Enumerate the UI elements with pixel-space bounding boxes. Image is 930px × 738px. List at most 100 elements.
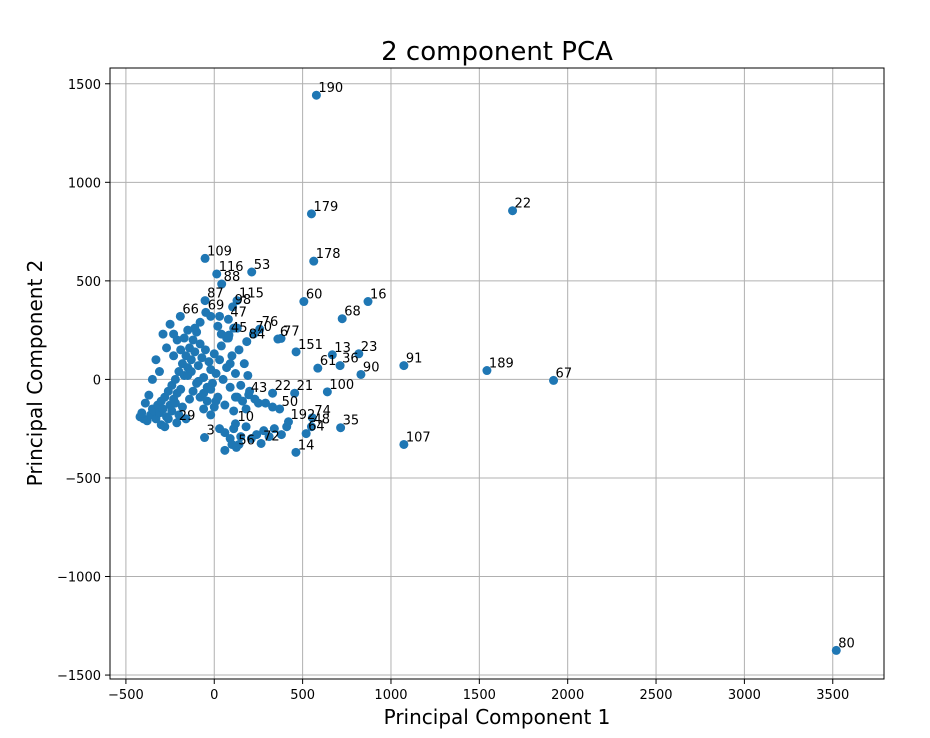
scatter-point — [242, 337, 252, 347]
point-label: 70 — [255, 320, 272, 335]
point-label: 68 — [344, 305, 361, 320]
x-tick-label: 500 — [290, 688, 315, 703]
scatter-point — [177, 402, 187, 412]
scatter-point — [276, 333, 286, 343]
x-tick-label: 0 — [210, 688, 218, 703]
x-tick-label: 3000 — [728, 688, 761, 703]
scatter-point — [299, 297, 309, 307]
scatter-point — [322, 387, 332, 397]
scatter-point — [291, 447, 301, 457]
scatter-point — [549, 375, 559, 385]
scatter-point — [212, 269, 222, 279]
scatter-point — [264, 432, 274, 442]
point-label: 14 — [298, 438, 315, 453]
scatter-point — [238, 396, 248, 406]
scatter-point — [174, 410, 184, 420]
point-label: 190 — [318, 81, 343, 96]
point-label: 67 — [556, 366, 573, 381]
x-axis-label: Principal Component 1 — [384, 705, 611, 729]
point-label: 151 — [298, 338, 323, 353]
point-label: 36 — [342, 352, 359, 367]
point-label: 6 — [280, 325, 288, 340]
data-points — [135, 90, 841, 655]
x-tick-label: −500 — [108, 688, 144, 703]
point-label: 116 — [219, 260, 244, 275]
scatter-point — [215, 311, 225, 321]
scatter-point — [227, 351, 237, 361]
scatter-point — [335, 361, 345, 371]
point-label: 21 — [297, 379, 314, 394]
scatter-point — [202, 396, 212, 406]
y-tick-label: 500 — [76, 275, 101, 290]
point-label: 56 — [238, 433, 255, 448]
point-label: 43 — [251, 381, 268, 396]
point-label: 98 — [235, 293, 252, 308]
scatter-point — [206, 384, 216, 394]
scatter-point — [193, 376, 203, 386]
scatter-point — [163, 414, 173, 424]
point-label: 192 — [290, 408, 315, 423]
scatter-point — [186, 367, 196, 377]
scatter-point — [144, 390, 154, 400]
point-label: 69 — [208, 298, 225, 313]
scatter-point — [248, 329, 258, 339]
x-tick-label: 2000 — [551, 688, 584, 703]
scatter-point — [327, 350, 337, 360]
scatter-point — [151, 355, 161, 365]
point-label: 13 — [334, 341, 351, 356]
scatter-point — [244, 390, 254, 400]
scatter-point — [337, 314, 347, 324]
scatter-point — [236, 432, 246, 442]
x-tick-label: 2500 — [639, 688, 672, 703]
scatter-point — [229, 406, 239, 416]
scatter-point — [199, 388, 209, 398]
scatter-point — [336, 423, 346, 433]
y-tick-label: 0 — [93, 373, 101, 388]
point-label: 189 — [489, 357, 514, 372]
scatter-point — [154, 367, 164, 377]
scatter-point — [160, 422, 170, 432]
y-tick-label: 1500 — [68, 78, 101, 93]
scatter-point — [234, 345, 244, 355]
scatter-point — [181, 414, 191, 424]
scatter-point — [209, 349, 219, 359]
scatter-point — [200, 253, 210, 263]
y-tick-label: 1000 — [68, 176, 101, 191]
scatter-point — [197, 353, 207, 363]
scatter-point — [256, 438, 266, 448]
scatter-point — [241, 404, 251, 414]
point-label: 179 — [313, 200, 338, 215]
scatter-point — [225, 382, 235, 392]
axis-ticks: −500 0 500 1000 1500 2000 2500 3000 3500−1500−10… — [57, 78, 849, 703]
scatter-point — [241, 422, 251, 432]
scatter-point — [206, 410, 216, 420]
x-tick-label: 3500 — [816, 688, 849, 703]
point-label: 45 — [231, 321, 248, 336]
point-label: 87 — [207, 287, 224, 302]
scatter-point — [179, 333, 189, 343]
scatter-point — [165, 319, 175, 329]
scatter-point — [399, 361, 409, 371]
grid-lines — [110, 68, 884, 679]
point-label: 74 — [314, 404, 331, 419]
scatter-point — [220, 428, 230, 438]
point-label: 64 — [308, 420, 325, 435]
point-label: 91 — [406, 352, 423, 367]
scatter-point — [158, 404, 168, 414]
scatter-point — [158, 329, 168, 339]
scatter-point — [268, 402, 278, 412]
scatter-point — [363, 297, 373, 307]
scatter-point — [306, 209, 316, 219]
point-label: 22 — [275, 379, 292, 394]
point-label: 66 — [182, 302, 199, 317]
point-label: 53 — [254, 258, 271, 273]
point-label: 100 — [329, 378, 354, 393]
chart-title: 2 component PCA — [381, 37, 613, 67]
scatter-point — [183, 325, 193, 335]
scatter-point — [356, 369, 366, 379]
scatter-point — [228, 302, 238, 312]
scatter-point — [239, 359, 249, 369]
point-label: 16 — [370, 288, 387, 303]
scatter-point — [217, 279, 227, 289]
point-label: 35 — [343, 414, 360, 429]
